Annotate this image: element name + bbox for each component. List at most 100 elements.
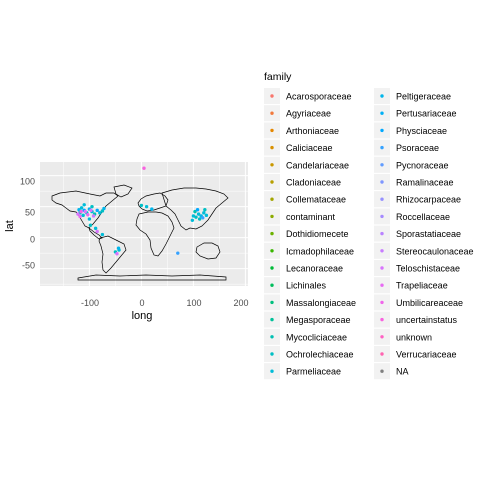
legend-key-dot	[270, 111, 274, 115]
legend-label: unknown	[396, 332, 432, 342]
legend-label: Teloschistaceae	[396, 264, 460, 274]
data-point	[76, 212, 80, 216]
legend-label: Psoraceae	[396, 143, 439, 153]
y-tick-label: 0	[30, 235, 35, 245]
legend-key-dot	[270, 266, 274, 270]
data-point	[202, 211, 206, 215]
data-point	[196, 212, 201, 216]
legend-label: Ramalinaceae	[396, 178, 454, 188]
legend-label: Peltigeraceae	[396, 92, 451, 102]
data-point	[193, 209, 197, 214]
gridlines	[40, 162, 248, 286]
data-point	[139, 203, 144, 208]
data-point	[142, 166, 146, 170]
legend-key-dot	[270, 128, 274, 133]
data-point	[90, 204, 94, 209]
data-point	[89, 208, 93, 213]
legend-key-dot	[380, 249, 384, 253]
legend-label: Icmadophilaceae	[286, 246, 354, 256]
x-tick-label: 200	[233, 298, 248, 308]
data-point	[95, 208, 99, 213]
legend-label: Stereocaulonaceae	[396, 246, 474, 256]
plot-panel	[40, 162, 248, 286]
legend-label: uncertainstatus	[396, 315, 458, 325]
data-point	[102, 206, 106, 211]
data-point	[197, 217, 202, 221]
legend-key-dot	[270, 180, 274, 184]
legend-label: Pycnoraceae	[396, 160, 449, 170]
data-point	[191, 214, 196, 218]
legend-label: Arthoniaceae	[286, 126, 339, 136]
data-point	[82, 203, 86, 207]
data-point	[91, 214, 96, 218]
legend-label: Cladoniaceae	[286, 178, 341, 188]
data-point	[115, 252, 119, 256]
legend-key-dot	[380, 145, 384, 150]
y-axis: 100 50 0 -50 lat	[4, 177, 35, 271]
legend-key-dot	[270, 163, 274, 167]
landmass-europe	[137, 192, 169, 212]
landmass-africa	[135, 211, 175, 257]
legend-key-dot	[270, 283, 274, 287]
legend-label: Massalongiaceae	[286, 298, 356, 308]
legend-key-dot	[270, 300, 274, 305]
data-point	[81, 213, 85, 218]
legend-key-dot	[380, 369, 384, 373]
data-point	[100, 232, 105, 237]
legend-label: Agyriaceae	[286, 109, 331, 119]
legend-key-dot	[380, 197, 384, 201]
legend-key-dot	[270, 214, 274, 219]
landmass-south-america	[98, 235, 127, 274]
legend-label: Parmeliaceae	[286, 367, 341, 377]
legend-label: Mycocliciaceae	[286, 332, 347, 342]
legend-label: Roccellaceae	[396, 212, 450, 222]
legend-key-dot	[380, 231, 384, 236]
legend-key-dot	[380, 94, 384, 98]
data-point	[98, 211, 102, 215]
legend-key-dot	[270, 249, 274, 253]
x-axis-label: long	[132, 310, 153, 322]
legend-key-dot	[270, 352, 274, 356]
landmass-north-america	[51, 190, 119, 229]
y-tick-label: 100	[20, 177, 35, 187]
legend-key-dot	[270, 369, 274, 373]
legend-label: contaminant	[286, 212, 336, 222]
legend-key-dot	[270, 197, 274, 201]
y-axis-label: lat	[4, 220, 16, 232]
y-tick-label: 50	[25, 208, 35, 218]
data-point	[79, 209, 83, 214]
legend-label: Verrucariaceae	[396, 350, 457, 360]
data-point	[88, 223, 93, 227]
data-point	[203, 208, 207, 212]
legend-key-dot	[270, 231, 274, 236]
data-point	[87, 217, 92, 221]
legend-label: Dothidiomecete	[286, 229, 349, 239]
x-tick-label: 100	[186, 298, 201, 308]
legend-label: NA	[396, 367, 409, 377]
data-point	[93, 226, 98, 231]
data-point	[176, 251, 180, 255]
data-point	[150, 207, 154, 211]
legend-label: Pertusariaceae	[396, 109, 457, 119]
legend-key-dot	[380, 300, 384, 305]
data-point	[190, 218, 195, 222]
landmass-central-america	[88, 226, 103, 240]
data-point	[100, 209, 105, 213]
data-point	[83, 209, 87, 214]
legend-key-dot	[380, 214, 384, 219]
data-point	[195, 208, 200, 212]
landmass-antarctica	[77, 274, 227, 281]
data-point	[116, 246, 121, 250]
legend-label: Physciaceae	[396, 126, 447, 136]
landmass-australia	[195, 242, 221, 260]
data-point	[204, 213, 209, 218]
x-axis: -100 0 100 200 long	[81, 298, 249, 322]
x-tick-label: -100	[81, 298, 99, 308]
data-point	[201, 216, 205, 220]
legend-label: Trapeliaceae	[396, 281, 448, 291]
legend-key-dot	[380, 352, 384, 356]
legend-title: family	[264, 71, 292, 83]
data-point	[78, 214, 82, 219]
legend-label: Acarosporaceae	[286, 92, 352, 102]
